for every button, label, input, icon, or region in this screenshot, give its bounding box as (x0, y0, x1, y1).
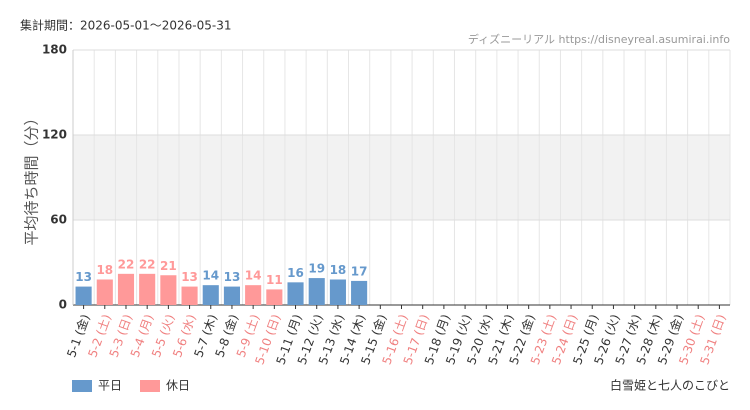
bar (245, 285, 262, 305)
attraction-name: 白雪姫と七人のこびと (610, 378, 730, 393)
value-label: 18 (96, 263, 113, 277)
value-label: 16 (287, 266, 304, 280)
legend-label: 休日 (166, 379, 190, 393)
value-label: 14 (202, 269, 219, 283)
value-label: 14 (245, 269, 262, 283)
bar (202, 285, 219, 305)
bar (308, 278, 325, 305)
legend-swatch (72, 380, 92, 392)
value-label: 19 (308, 262, 325, 276)
bar (181, 286, 198, 305)
value-label: 11 (266, 273, 283, 287)
bar (75, 286, 92, 305)
y-tick-label: 180 (42, 43, 67, 57)
value-label: 13 (181, 270, 198, 284)
value-label: 21 (160, 259, 177, 273)
bar (117, 273, 135, 305)
value-label: 22 (139, 257, 156, 271)
value-label: 13 (224, 270, 241, 284)
value-label: 17 (351, 264, 368, 278)
bar (160, 275, 177, 305)
bar (139, 273, 156, 305)
value-label: 22 (118, 257, 135, 271)
bar (96, 279, 113, 305)
y-tick-label: 120 (42, 128, 67, 142)
grid-band (73, 135, 730, 220)
value-label: 18 (330, 263, 347, 277)
y-axis-label: 平均待ち時間（分） (23, 110, 41, 245)
source: ディズニーリアル https://disneyreal.asumirai.inf… (468, 32, 730, 46)
bar (351, 280, 368, 305)
period: 集計期間：2026-05-01～2026-05-31 (20, 18, 231, 33)
legend-swatch (140, 380, 160, 392)
bar (266, 289, 283, 305)
legend-label: 平日 (98, 379, 122, 393)
y-tick-label: 0 (59, 298, 67, 312)
bar (287, 282, 304, 305)
value-label: 13 (75, 270, 92, 284)
y-tick-label: 60 (50, 213, 67, 227)
bar (223, 286, 241, 305)
bar (329, 279, 346, 305)
